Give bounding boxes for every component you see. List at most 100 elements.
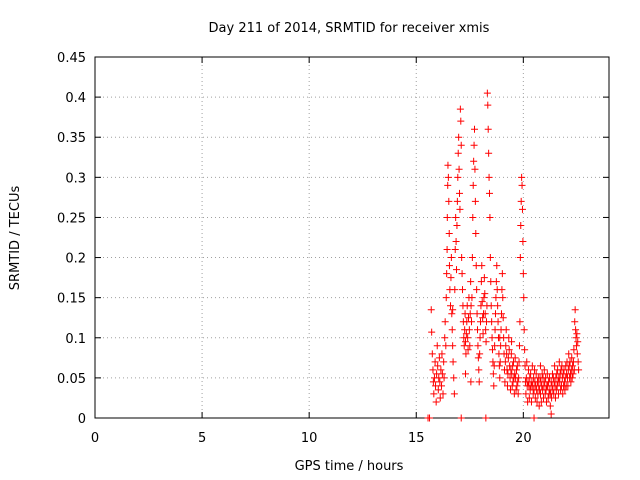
data-point [456, 189, 464, 197]
data-point [426, 414, 434, 422]
y-tick-label: 0.45 [57, 51, 86, 66]
data-point [462, 350, 470, 358]
data-point [542, 398, 550, 406]
data-point [513, 362, 521, 370]
data-point [511, 354, 519, 362]
data-point [496, 374, 504, 382]
data-point [570, 346, 578, 354]
data-point [574, 338, 582, 346]
data-point [559, 390, 567, 398]
data-point [535, 402, 543, 410]
data-point [432, 398, 440, 406]
data-point [488, 334, 496, 342]
data-point [481, 310, 489, 318]
data-point [555, 358, 563, 366]
data-point [482, 414, 490, 422]
data-point [466, 342, 474, 350]
data-point [515, 358, 523, 366]
data-point [495, 362, 503, 370]
data-point [442, 294, 450, 302]
data-point [525, 394, 533, 402]
data-point [491, 342, 499, 350]
x-tick-label: 20 [515, 431, 532, 446]
data-point [455, 165, 463, 173]
data-point [489, 370, 497, 378]
data-point [474, 342, 482, 350]
data-point [515, 342, 523, 350]
axis-ticks: 0 0.05 0.1 0.15 0.2 0.25 0.3 0.35 0.4 0.45 0 5 10 15 2… [57, 51, 609, 446]
data-point [462, 370, 470, 378]
data-point [438, 382, 446, 390]
data-point [448, 310, 456, 318]
data-point [508, 338, 516, 346]
data-point [447, 274, 455, 282]
data-point [488, 346, 496, 354]
data-point [489, 358, 497, 366]
data-point [488, 318, 496, 326]
data-point [501, 378, 509, 386]
y-tick-label: 0.35 [57, 131, 86, 146]
data-point [483, 89, 491, 97]
data-point [449, 358, 457, 366]
y-tick-label: 0.3 [65, 171, 86, 186]
data-point [523, 358, 531, 366]
data-point [497, 310, 505, 318]
data-point [572, 334, 580, 342]
data-point [491, 310, 499, 318]
data-point [453, 221, 461, 229]
data-point [477, 318, 484, 326]
data-point [439, 390, 447, 398]
data-point [451, 286, 459, 294]
data-point [434, 386, 442, 394]
x-axis-title: GPS time / hours [295, 459, 404, 474]
data-point [476, 334, 484, 342]
data-point [437, 366, 445, 374]
data-point [536, 362, 544, 370]
data-point [443, 246, 451, 254]
data-point [470, 157, 478, 165]
data-point [448, 326, 456, 334]
data-point [442, 342, 450, 350]
data-point [458, 254, 466, 262]
data-point [435, 354, 443, 362]
plot-frame [94, 56, 610, 419]
data-point [438, 370, 446, 378]
data-point [436, 378, 444, 386]
data-point [451, 246, 459, 254]
data-point [428, 328, 436, 336]
data-point [569, 370, 577, 378]
y-tick-label: 0 [78, 412, 86, 427]
data-point [487, 302, 495, 310]
data-point [551, 362, 559, 370]
data-point [429, 366, 437, 374]
data-point [516, 318, 524, 326]
data-point [551, 394, 559, 402]
data-point [452, 213, 460, 221]
data-point [471, 165, 479, 173]
data-point [466, 310, 474, 318]
data-point [457, 117, 465, 125]
data-point [496, 334, 504, 342]
data-point [455, 133, 463, 141]
data-point [469, 181, 477, 189]
data-point [565, 350, 573, 358]
data-point [511, 370, 519, 378]
data-point [445, 197, 453, 205]
x-tick-label: 15 [408, 431, 425, 446]
data-point [502, 326, 510, 334]
data-point [467, 378, 475, 386]
data-point [568, 354, 576, 362]
data-point [464, 334, 472, 342]
x-tick-label: 5 [198, 431, 206, 446]
data-point [478, 262, 486, 270]
data-point [518, 205, 526, 213]
data-point [449, 306, 457, 314]
data-point [504, 354, 512, 362]
data-point [454, 173, 462, 181]
data-point [522, 390, 530, 398]
data-point [480, 294, 488, 302]
data-point [485, 189, 493, 197]
data-point [444, 173, 452, 181]
data-point [441, 334, 449, 342]
data-point [569, 362, 577, 370]
